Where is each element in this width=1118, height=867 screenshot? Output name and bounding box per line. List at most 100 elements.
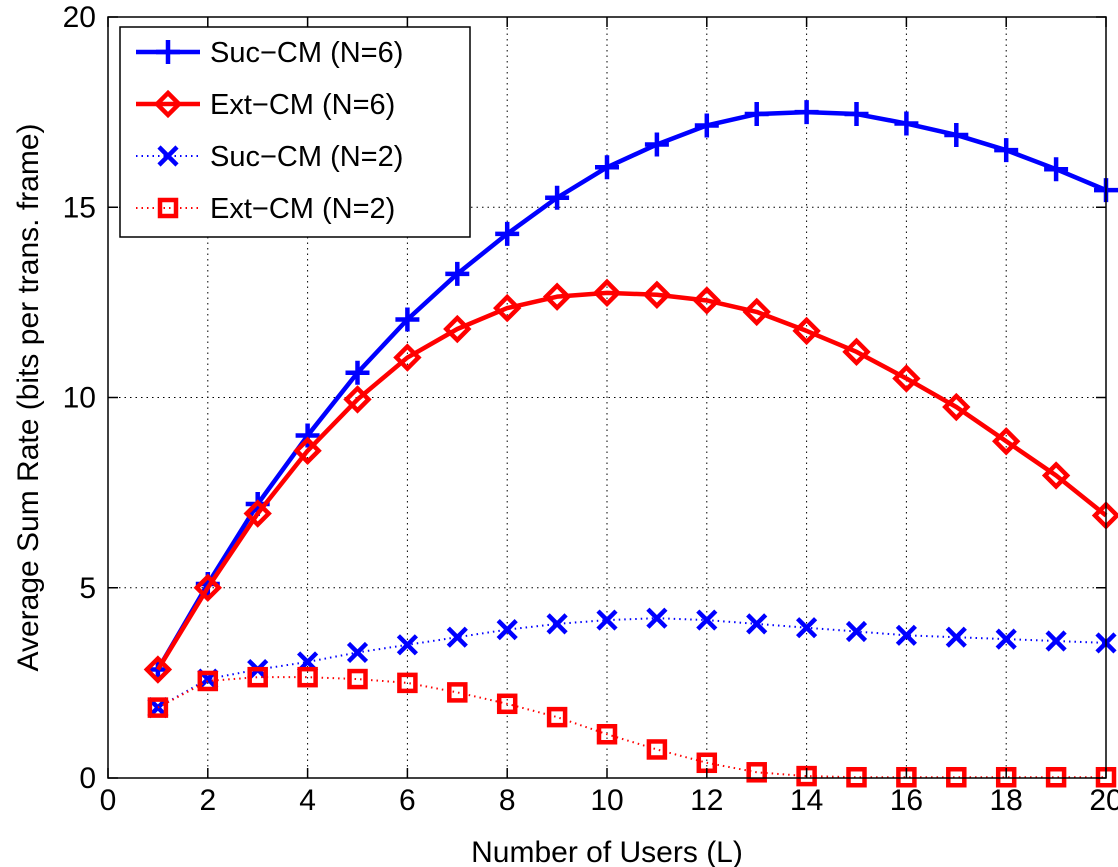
axis-ticks: 0 2 4 6 8 10 12 14 16 18 20 0 5 10 15 20 [63,1,1118,817]
data-point [446,626,468,648]
x-tick-label: 10 [590,784,623,817]
data-point [395,307,420,332]
data-point [744,102,769,127]
data-point [742,297,771,327]
data-point [496,693,518,715]
y-tick-label: 15 [63,191,96,224]
data-point [393,343,422,372]
legend-label: Suc−CM (N=6) [210,37,403,69]
data-point [447,682,468,703]
legend-box [119,26,471,238]
series-group [143,278,1118,684]
data-point [1045,630,1067,652]
data-point [746,762,767,783]
data-point [293,436,322,465]
data-point [1041,461,1071,490]
data-point [694,113,719,138]
y-tick-label: 20 [63,1,96,34]
legend: Suc−CM (N=6) Ext−CM (N=6) Suc−CM (N=2) Ext−… [119,26,471,238]
data-point [845,620,868,643]
legend-marker [157,197,179,219]
data-point [346,641,369,664]
data-point [942,392,971,422]
data-point [243,499,272,528]
data-point [946,766,967,788]
legend-marker [157,145,179,167]
x-tick-label: 6 [399,784,416,817]
data-point [992,427,1021,456]
data-point [746,613,768,635]
x-tick-label: 16 [890,784,923,817]
data-point [493,293,522,323]
data-point [445,261,470,286]
x-tick-label: 18 [990,784,1023,817]
data-point [397,672,418,694]
data-point [696,609,718,631]
data-point [792,316,821,346]
data-point [1045,766,1067,788]
data-point [944,122,969,147]
x-tick-label: 8 [499,784,516,817]
data-point [846,766,867,788]
data-point [496,619,518,641]
data-point [642,280,672,309]
series-group [147,666,1117,788]
y-axis-label: Average Sum Rate (bits per trans. frame) [12,124,45,672]
data-point [143,655,173,684]
data-point [644,132,669,157]
data-point [794,100,819,125]
data-point [595,155,619,180]
x-tick-label: 0 [100,784,117,817]
x-axis-label: Number of Users (L) [471,836,743,867]
x-tick-label: 14 [790,784,823,817]
data-point [596,723,618,745]
data-point [247,666,268,688]
data-point [1044,157,1069,182]
series-line [157,676,1106,779]
data-point [295,423,320,448]
data-point [994,138,1019,163]
data-point [495,221,520,246]
data-point [844,102,869,127]
data-point [842,337,871,367]
data-point [197,670,219,692]
y-tick-label: 5 [79,572,96,605]
y-tick-label: 10 [63,382,96,415]
x-tick-label: 4 [299,784,316,817]
series-line [155,290,1108,671]
data-point [894,111,919,136]
data-point [646,739,668,760]
y-tick-label: 0 [79,762,96,795]
data-point [995,628,1017,650]
data-point [895,624,917,646]
data-point [646,607,668,629]
data-point [542,282,572,311]
x-tick-label: 12 [690,784,723,817]
plot-series [143,100,1118,788]
data-point [545,185,570,210]
data-point [147,697,169,718]
data-point [546,706,568,728]
legend-label: Suc−CM (N=2) [210,141,403,173]
data-point [343,385,372,414]
x-tick-label: 2 [199,784,216,817]
data-point [546,613,568,635]
legend-marker [156,40,180,64]
series-group [147,607,1117,719]
data-point [796,617,818,639]
data-point [592,278,622,308]
data-point [193,573,222,602]
legend-marker [153,89,183,119]
data-point [692,286,721,315]
legend-label: Ext−CM (N=6) [210,89,395,121]
data-point [396,634,418,656]
data-point [892,364,921,393]
legend-label: Ext−CM (N=2) [210,193,395,225]
data-point [596,609,618,631]
data-point [297,666,318,688]
data-point [443,314,472,344]
data-point [945,626,967,648]
data-point [347,668,368,690]
x-tick-label: 20 [1089,784,1118,817]
